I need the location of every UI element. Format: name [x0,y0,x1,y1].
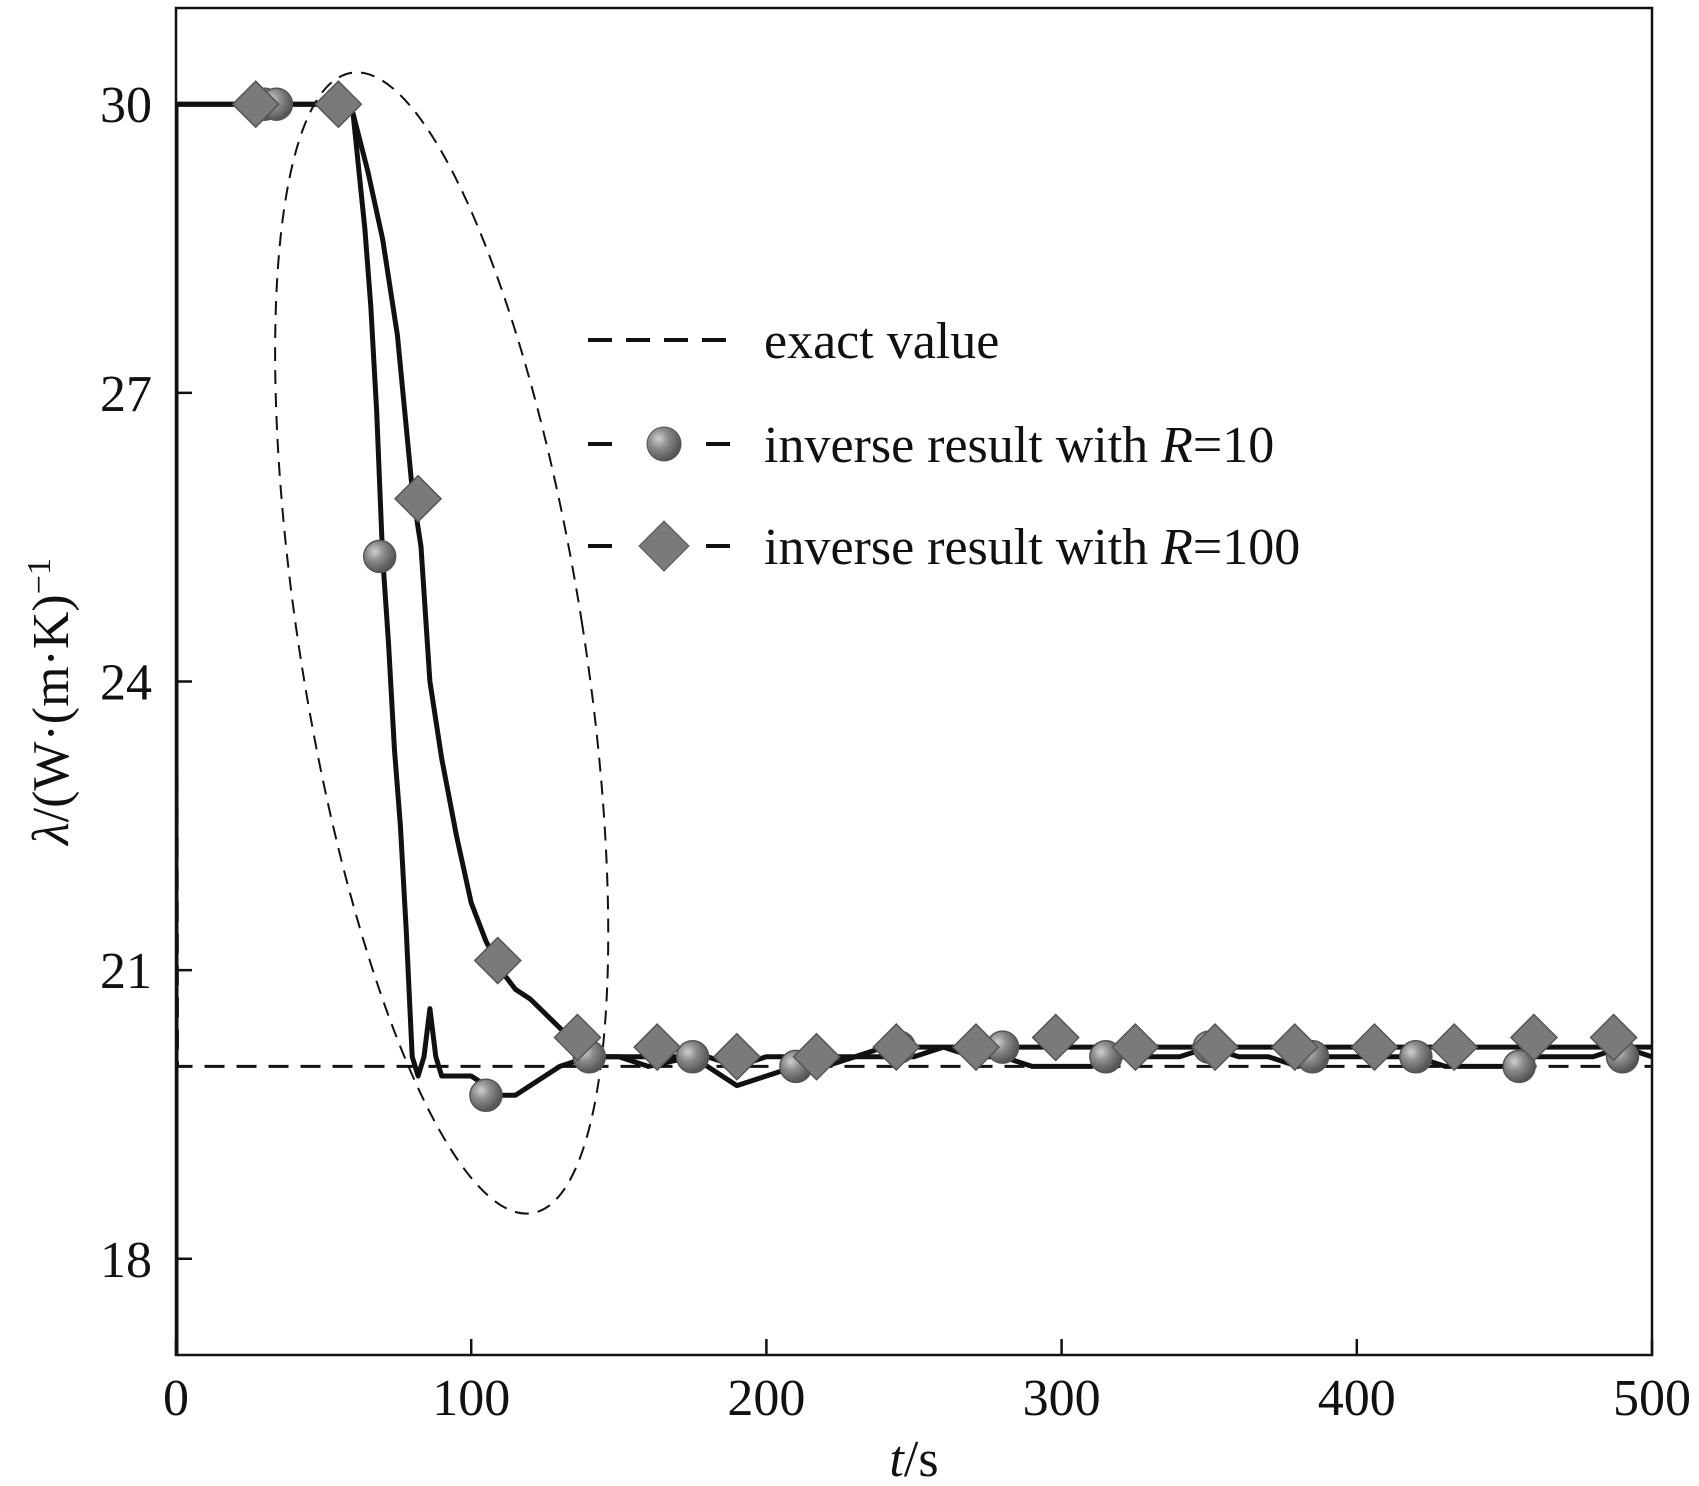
y-axis-label-exponent: −1 [21,558,58,594]
y-axis-label: λ/(W·(m·K)−1 [21,558,81,847]
marker-r100 [951,1023,1001,1072]
marker-r10 [469,1078,503,1112]
marker-r100 [1111,1023,1160,1072]
series-line-exact [176,104,1652,1355]
legend-item-r10: inverse result with R=10 [588,417,1274,474]
marker-r100 [1191,1023,1240,1072]
x-tick-label: 200 [727,1370,805,1427]
y-tick-label: 21 [100,943,152,1000]
marker-r100 [1430,1023,1479,1072]
x-tick-label: 100 [432,1370,510,1427]
y-axis-label-symbol: λ [23,822,80,847]
y-axis-label-unit: /(W·(m·K) [23,594,80,822]
x-axis-label-unit: /s [904,1431,939,1486]
highlight-ellipse [274,71,610,1215]
legend-label-exact: exact value [764,313,999,370]
legend-label-r10-text: inverse result with [764,417,1161,474]
marker-r10 [675,1039,710,1074]
marker-r100 [1031,1013,1080,1062]
marker-r100 [1509,1013,1558,1062]
legend-label-r100-symbol: R [1160,519,1193,576]
y-tick-label: 27 [100,366,152,423]
x-axis-label: t/s [889,1431,938,1486]
marker-r100 [553,1013,602,1062]
plot-area [176,71,1652,1355]
legend-label-r10-symbol: R [1160,417,1193,474]
legend-item-r100: inverse result with R=100 [588,519,1300,576]
plot-frame [174,6,1654,1357]
marker-r100 [792,1032,841,1081]
marker-r10 [1502,1049,1536,1084]
y-tick-label: 18 [100,1232,152,1289]
marker-r100 [473,936,522,985]
marker-r100 [314,80,363,129]
legend-marker-r10 [646,426,682,462]
x-tick-label: 400 [1318,1370,1396,1427]
x-tick-label: 500 [1613,1370,1691,1427]
marker-r100 [394,474,443,523]
legend-label-r10-value: =10 [1193,417,1274,474]
marker-r100 [1589,1013,1638,1062]
legend-label-r100-text: inverse result with [764,519,1161,576]
marker-r100 [1350,1023,1399,1072]
x-tick-label: 300 [1023,1370,1101,1427]
plot-clip-group [176,71,1652,1355]
marker-r10 [362,539,397,574]
marker-r10 [1399,1039,1433,1074]
marker-r100 [712,1032,761,1081]
marker-r100 [633,1023,682,1072]
marker-r100 [231,80,280,129]
y-tick-label: 24 [100,655,152,712]
marker-r100 [872,1023,921,1072]
series-line-r100 [176,101,1652,1355]
legend-item-exact: exact value [588,313,999,370]
legend-label-r100-value: =100 [1193,519,1300,576]
ticks: 0 100 200 300 400 500 18 21 24 27 30 [100,77,1691,1427]
x-axis-label-symbol: t [889,1431,905,1486]
y-tick-label: 30 [100,77,152,134]
legend-marker-r100 [638,520,690,572]
series-line-r10 [176,101,1652,1355]
legend: exact value inverse result with R=10 inv… [588,313,1300,576]
x-tick-label: 0 [163,1370,189,1427]
legend-label-r100: inverse result with R=100 [764,519,1300,576]
legend-label-r10: inverse result with R=10 [764,417,1274,474]
legend-label-exact-text: exact value [764,313,999,370]
axes [174,6,1654,1357]
marker-r100 [1270,1023,1319,1072]
